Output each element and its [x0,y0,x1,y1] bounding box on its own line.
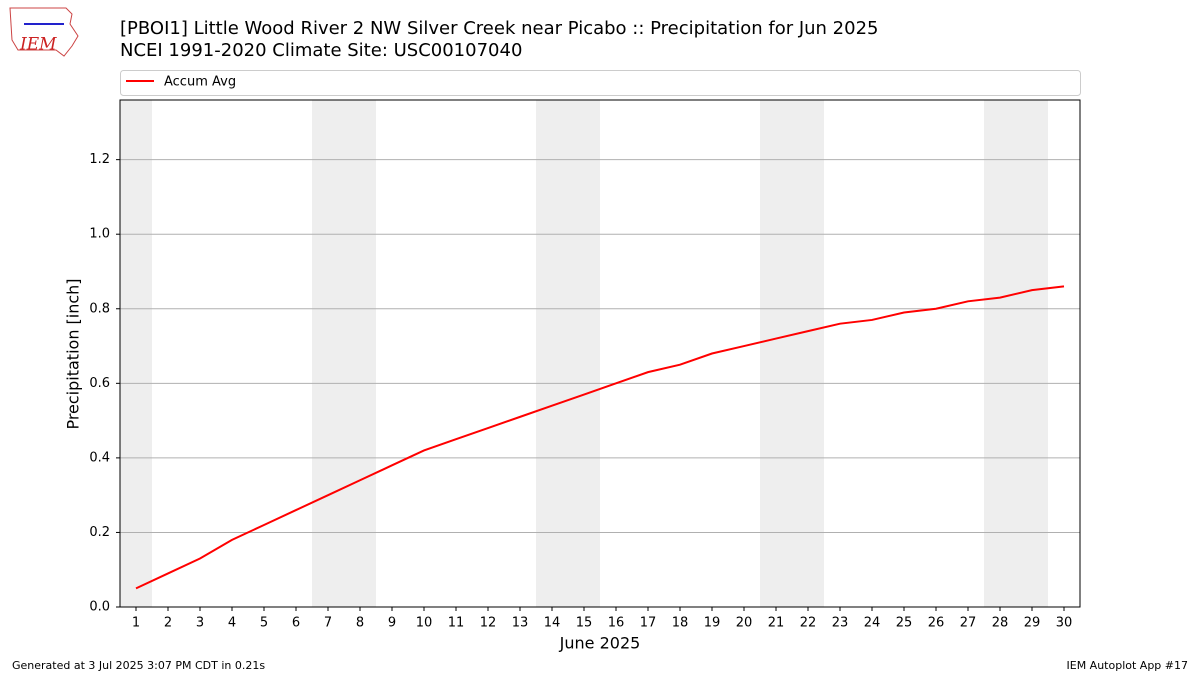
x-tick-label: 2 [164,616,172,631]
y-axis-label: Precipitation [inch] [64,278,83,429]
x-tick-label: 26 [928,616,945,631]
y-tick-label: 1.0 [89,227,110,242]
chart-title: [PBOI1] Little Wood River 2 NW Silver Cr… [120,18,879,39]
x-tick-label: 12 [480,616,497,631]
legend-box [120,70,1081,96]
x-tick-label: 10 [416,616,433,631]
y-tick-label: 0.6 [89,376,110,391]
x-tick-label: 7 [324,616,332,631]
weekend-band [760,100,824,607]
weekend-band [120,100,152,607]
x-tick-label: 30 [1056,616,1073,631]
x-tick-label: 16 [608,616,625,631]
logo-outline [9,7,79,57]
x-tick-label: 11 [448,616,465,631]
y-tick-label: 0.2 [89,525,110,540]
x-tick-label: 13 [512,616,529,631]
y-tick-label: 0.0 [89,600,110,615]
x-tick-label: 4 [228,616,236,631]
logo: IEM [9,7,79,57]
x-tick-label: 20 [736,616,753,631]
x-tick-label: 23 [832,616,849,631]
x-tick-label: 19 [704,616,721,631]
legend-label: Accum Avg [164,75,236,90]
x-tick-label: 6 [292,616,300,631]
weekend-band [312,100,376,607]
plot-frame [119,99,1081,608]
footer-right: IEM Autoplot App #17 [1067,659,1189,672]
footer-left: Generated at 3 Jul 2025 3:07 PM CDT in 0… [12,659,265,672]
x-tick-label: 14 [544,616,561,631]
x-tick-label: 5 [260,616,268,631]
x-tick-label: 29 [1024,616,1041,631]
x-tick-label: 28 [992,616,1009,631]
x-tick-label: 17 [640,616,657,631]
x-tick-label: 1 [132,616,140,631]
weekend-band [984,100,1048,607]
y-tick-label: 0.4 [89,450,110,465]
x-tick-label: 21 [768,616,785,631]
x-tick-label: 9 [388,616,396,631]
y-tick-label: 0.8 [89,301,110,316]
logo-text: IEM [19,35,57,55]
chart-subtitle: NCEI 1991-2020 Climate Site: USC00107040 [120,40,522,61]
x-tick-label: 3 [196,616,204,631]
x-tick-label: 24 [864,616,881,631]
x-tick-label: 8 [356,616,364,631]
x-tick-label: 27 [960,616,977,631]
x-tick-label: 22 [800,616,817,631]
weekend-band [536,100,600,607]
x-tick-label: 18 [672,616,689,631]
y-tick-label: 1.2 [89,152,110,167]
x-axis-label: June 2025 [559,634,641,653]
series-line [135,285,1065,590]
x-tick-label: 25 [896,616,913,631]
x-tick-label: 15 [576,616,593,631]
